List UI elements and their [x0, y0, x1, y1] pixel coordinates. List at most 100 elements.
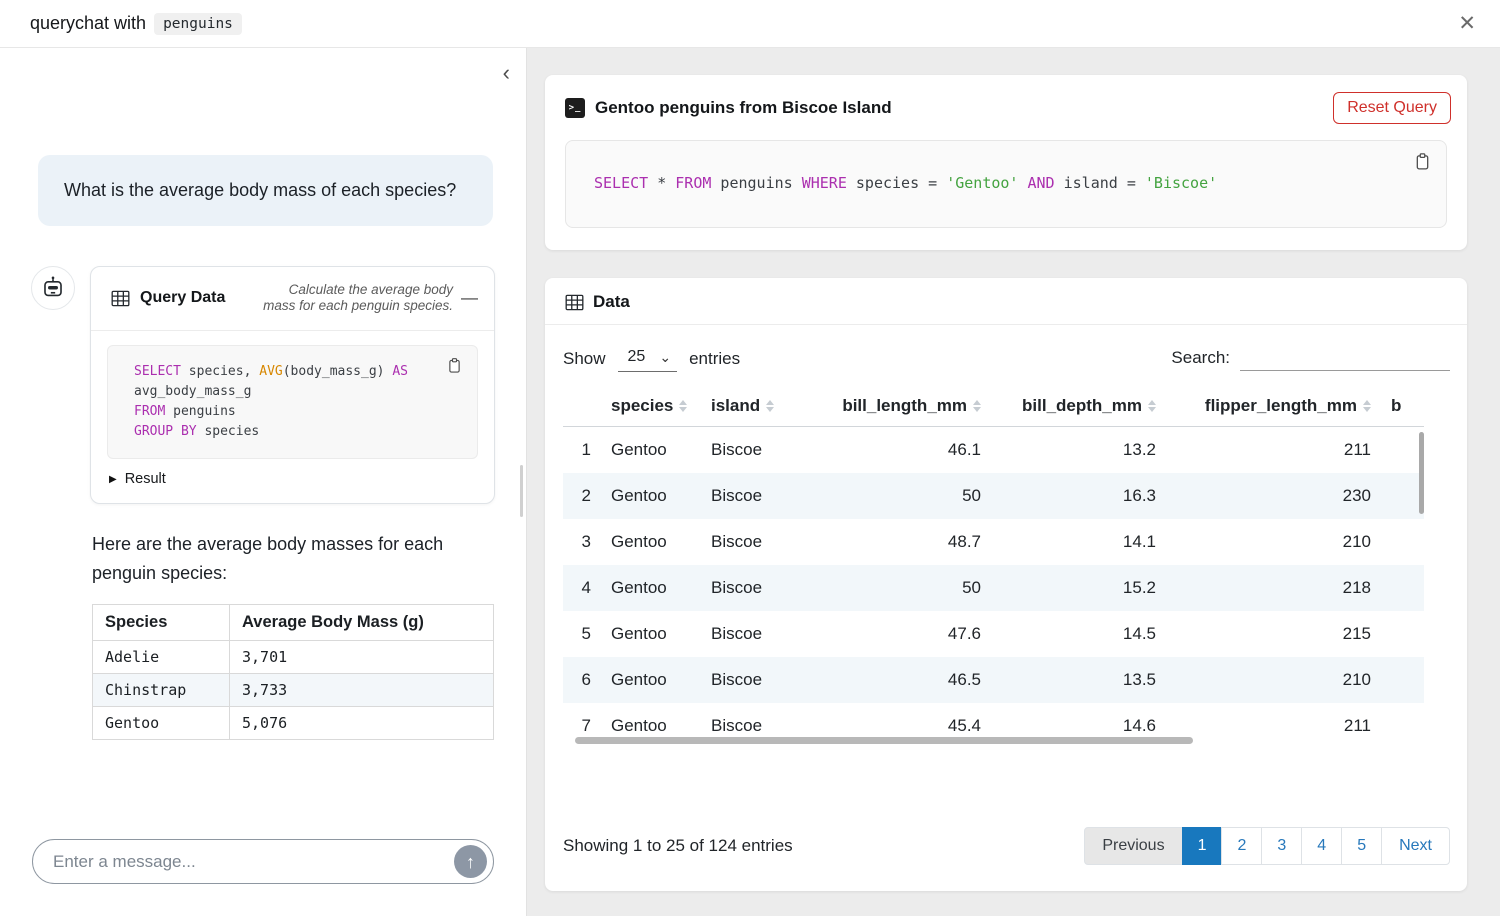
cell-body-mass [1381, 703, 1424, 746]
sql-code-block: SELECT * FROM penguins WHERE species = '… [565, 140, 1447, 228]
column-label: island [711, 396, 761, 415]
close-icon[interactable]: ✕ [1458, 12, 1476, 35]
sql-text: penguins [711, 174, 802, 192]
result-expander[interactable]: ▶ Result [109, 471, 478, 487]
vertical-scrollbar[interactable] [1419, 432, 1424, 514]
sort-icon [766, 400, 775, 412]
page-size-select[interactable]: 25 ⌄ [617, 346, 678, 372]
sql-text: avg_body_mass_g [134, 383, 252, 399]
chat-message-input[interactable] [53, 851, 454, 872]
column-header-bill-depth[interactable]: bill_depth_mm [991, 390, 1166, 427]
terminal-icon: >_ [565, 98, 585, 118]
assistant-answer-text: Here are the average body masses for eac… [92, 534, 444, 583]
sql-text: island = [1054, 174, 1145, 192]
column-header-bill-length[interactable]: bill_length_mm [806, 390, 991, 427]
page-button-5[interactable]: 5 [1341, 827, 1383, 865]
cell-body-mass [1381, 565, 1424, 611]
page-button-4[interactable]: 4 [1301, 827, 1343, 865]
sql-keyword: FROM [134, 403, 166, 419]
sql-string: 'Gentoo' [946, 174, 1019, 192]
cell-species: Gentoo [611, 440, 667, 459]
sort-icon [973, 400, 981, 412]
page-button-3[interactable]: 3 [1261, 827, 1303, 865]
assistant-message-row: Query Data Calculate the average body ma… [31, 266, 495, 505]
table-row: 3 Gentoo Biscoe 48.7 14.1 210 [563, 519, 1424, 565]
data-table-scroll-area: species island bill_length_mm [563, 390, 1424, 746]
query-title: >_ Gentoo penguins from Biscoe Island [565, 98, 892, 118]
table-row: 5 Gentoo Biscoe 47.6 14.5 215 [563, 611, 1424, 657]
cell-bill-length: 46.1 [947, 440, 981, 459]
previous-page-button[interactable]: Previous [1084, 827, 1183, 865]
expander-arrow-icon: ▶ [109, 473, 117, 485]
assistant-avatar [31, 266, 75, 311]
cell-row-number: 3 [581, 532, 591, 551]
sql-keyword: AS [392, 363, 408, 379]
collapse-sidebar-icon[interactable]: ‹ [502, 60, 510, 85]
copy-icon[interactable] [444, 355, 465, 376]
entries-label: entries [689, 349, 741, 368]
cell-row-number: 6 [563, 657, 601, 703]
sql-text: penguins [165, 403, 236, 419]
main-panel: >_ Gentoo penguins from Biscoe Island Re… [527, 48, 1500, 916]
send-icon[interactable]: ↑ [454, 845, 487, 878]
app-title: querychat with penguins [30, 12, 242, 35]
table-row: 6 Gentoo Biscoe 46.5 13.5 210 [563, 657, 1424, 703]
pagination: Previous 1 2 3 4 5 Next [1084, 827, 1450, 865]
page-button-1[interactable]: 1 [1181, 827, 1223, 865]
table-icon [111, 290, 130, 307]
next-page-button[interactable]: Next [1381, 827, 1450, 865]
row-number-header [563, 390, 601, 427]
sql-keyword: FROM [675, 174, 712, 192]
penguins-data-table: species island bill_length_mm [563, 390, 1424, 746]
column-header: Average Body Mass (g) [229, 603, 494, 641]
sql-function: AVG [259, 363, 283, 379]
cell-mass: 3,733 [229, 672, 494, 707]
query-card-header: >_ Gentoo penguins from Biscoe Island Re… [545, 75, 1467, 137]
entries-summary: Showing 1 to 25 of 124 entries [563, 836, 793, 855]
table-row: Chinstrap 3,733 [92, 672, 494, 707]
cell-bill-length: 45.4 [947, 716, 981, 735]
copy-icon[interactable] [1411, 150, 1434, 173]
cell-mass: 3,701 [229, 639, 494, 674]
data-card-title: Data [593, 292, 630, 311]
horizontal-scrollbar[interactable] [575, 737, 1193, 744]
current-query-card: >_ Gentoo penguins from Biscoe Island Re… [545, 75, 1467, 250]
column-header-species[interactable]: species [601, 390, 701, 427]
sidebar-scrollbar[interactable] [520, 465, 523, 517]
tool-call-title-text: Query Data [140, 289, 226, 307]
table-row: 1 Gentoo Biscoe 46.1 13.2 211 [563, 427, 1424, 474]
cell-flipper-length: 210 [1166, 657, 1381, 703]
reset-query-button[interactable]: Reset Query [1333, 92, 1451, 124]
cell-body-mass [1381, 657, 1424, 703]
show-label: Show [563, 349, 606, 368]
sort-icon [679, 400, 688, 412]
data-card: Data Show 25 ⌄ entries Search: [545, 278, 1467, 891]
cell-row-number: 1 [581, 440, 591, 459]
sort-icon [1363, 400, 1371, 412]
cell-island: Biscoe [701, 473, 806, 519]
chat-input-container: ↑ [32, 839, 494, 884]
search-container: Search: [1171, 347, 1450, 371]
table-header-row: Species Average Body Mass (g) [92, 603, 494, 641]
search-input[interactable] [1240, 347, 1450, 371]
sql-keyword: SELECT [594, 174, 649, 192]
cell-island: Biscoe [711, 716, 763, 735]
column-label: b [1391, 396, 1402, 415]
table-icon [565, 294, 584, 310]
table-row: 2 Gentoo Biscoe 50 16.3 230 [563, 473, 1424, 519]
cell-species: Gentoo [611, 624, 667, 643]
column-label: flipper_length_mm [1204, 396, 1357, 415]
column-label: species [611, 396, 674, 415]
cell-species: Chinstrap [92, 672, 230, 707]
minimize-icon[interactable]: — [461, 288, 478, 308]
cell-species: Gentoo [601, 657, 701, 703]
sql-text: species, [180, 363, 260, 379]
cell-body-mass [1381, 519, 1424, 565]
cell-species: Gentoo [611, 532, 667, 551]
column-header-island[interactable]: island [701, 390, 806, 427]
cell-bill-length: 50 [806, 565, 991, 611]
page-button-2[interactable]: 2 [1221, 827, 1263, 865]
column-header-flipper-length[interactable]: flipper_length_mm [1166, 390, 1381, 427]
cell-bill-length: 50 [806, 473, 991, 519]
column-header-body-mass-clipped[interactable]: b [1381, 390, 1424, 427]
